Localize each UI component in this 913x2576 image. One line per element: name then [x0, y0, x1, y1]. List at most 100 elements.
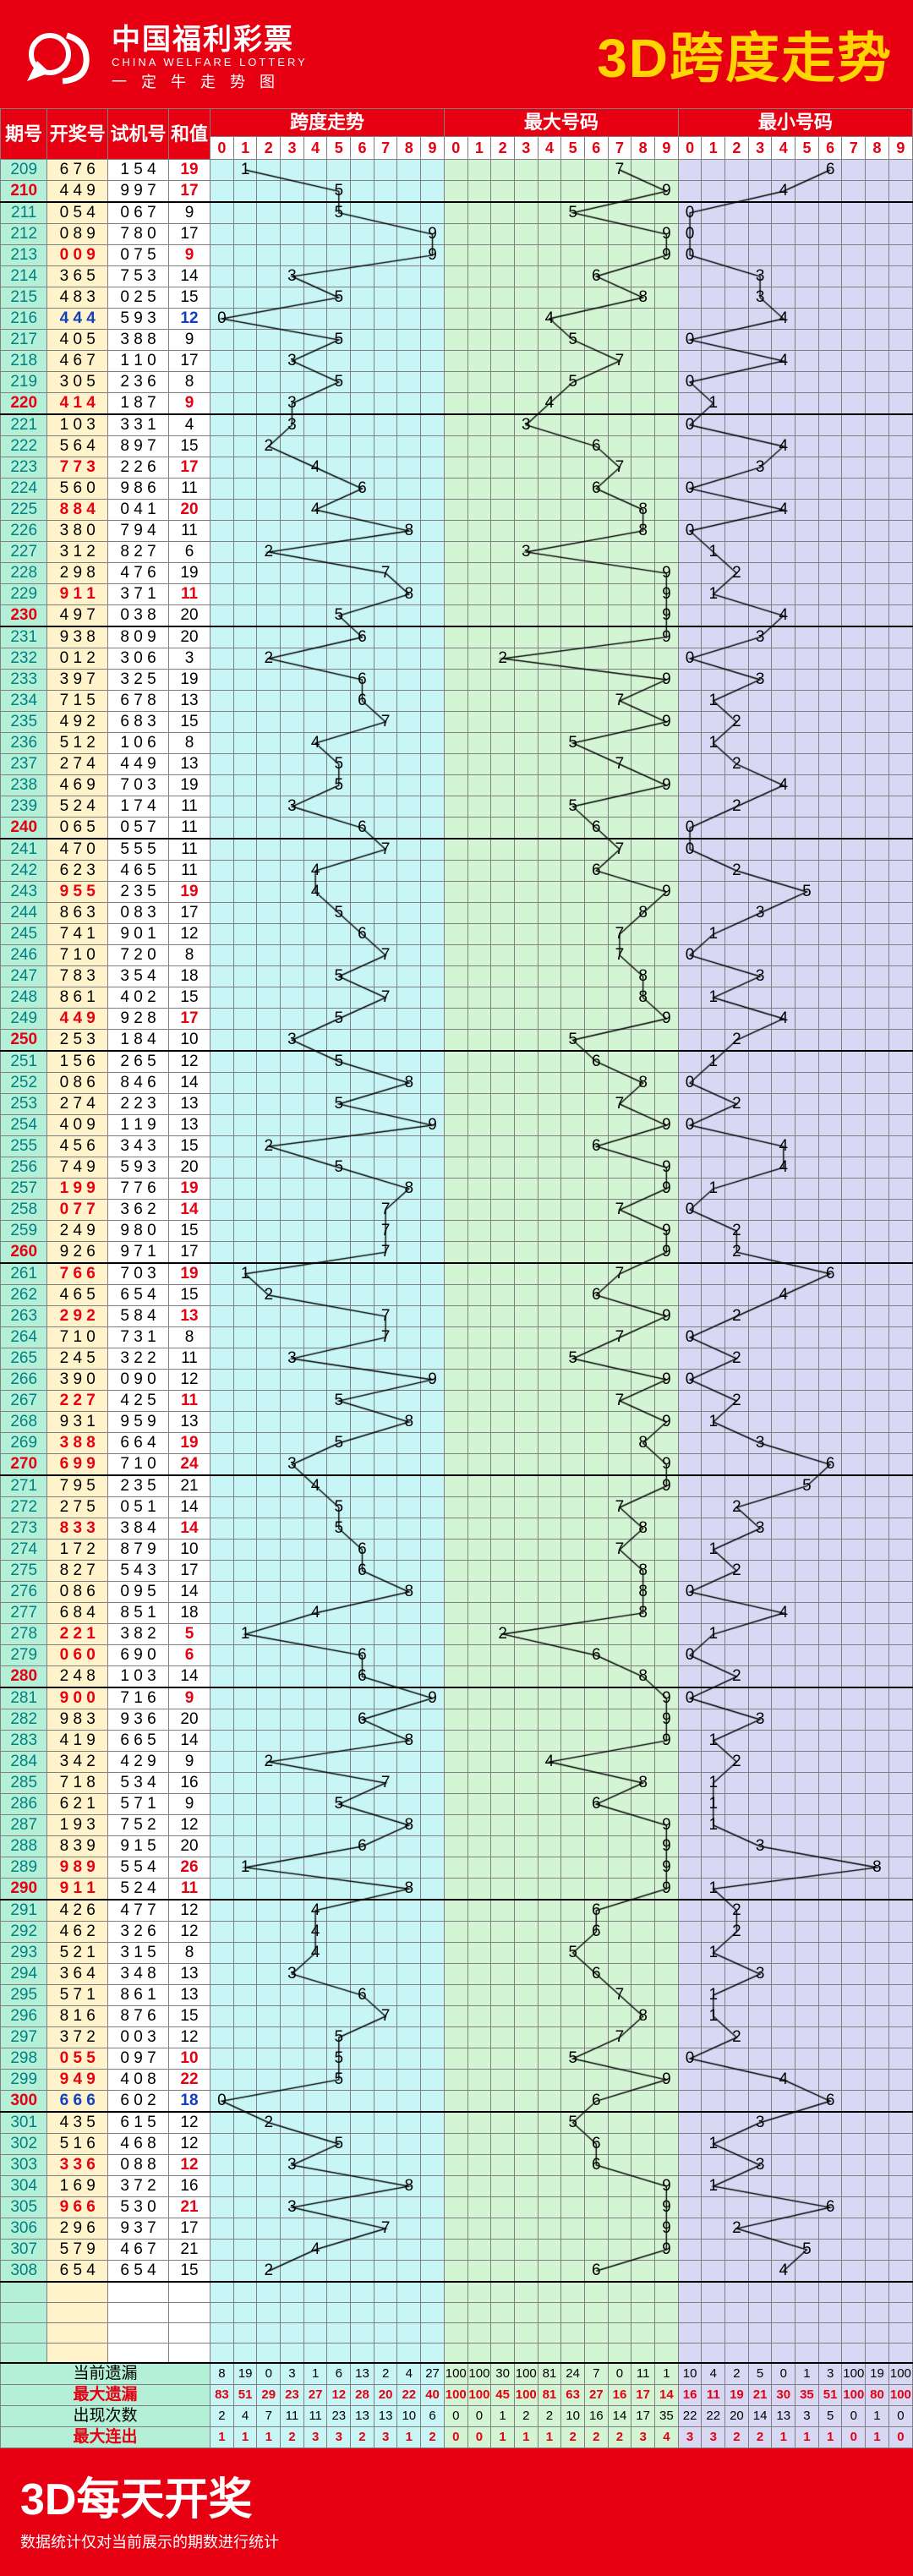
min-cell [818, 1582, 842, 1603]
kd-cell: 5 [327, 1433, 351, 1454]
kd-cell [374, 1263, 397, 1285]
max-cell: 9 [654, 2240, 678, 2261]
min-cell [702, 2048, 725, 2070]
min-cell [772, 2112, 795, 2134]
max-cell [467, 245, 491, 266]
kd-cell [421, 2218, 445, 2240]
kd-cell [281, 1836, 304, 1857]
min-cell [725, 1540, 749, 1561]
min-cell [818, 1518, 842, 1540]
min-cell [795, 1964, 819, 1985]
max-cell [584, 903, 608, 924]
max-cell [491, 1964, 515, 1985]
max-cell [538, 1879, 561, 1901]
kd-cell [233, 1327, 257, 1348]
max-cell [654, 796, 678, 818]
kd-cell [351, 796, 374, 818]
kd-cell [351, 2091, 374, 2113]
min-cell [748, 309, 772, 330]
kd-cell [327, 2176, 351, 2197]
max-cell [538, 882, 561, 903]
max-cell [491, 542, 515, 563]
min-cell [748, 2218, 772, 2240]
min-cell [842, 1540, 866, 1561]
kd-cell: 6 [351, 818, 374, 840]
min-cell [818, 1922, 842, 1943]
max-cell [444, 2261, 467, 2283]
kd-cell [233, 1794, 257, 1815]
max-cell [631, 924, 655, 945]
max-cell [491, 1454, 515, 1476]
min-cell [888, 1327, 912, 1348]
max-cell [514, 1815, 538, 1836]
kd-cell [421, 1157, 445, 1179]
kd-cell [397, 966, 421, 987]
kd-cell [257, 775, 281, 796]
max-cell: 9 [654, 563, 678, 584]
max-cell [444, 1200, 467, 1221]
kd-cell [281, 945, 304, 966]
kd-cell [421, 563, 445, 584]
kd-cell [421, 1200, 445, 1221]
min-cell [818, 1242, 842, 1264]
kd-cell [303, 670, 327, 691]
data-row: 2758 2 75 4 317682 [1, 1561, 913, 1582]
min-cell: 2 [725, 563, 749, 584]
min-cell [866, 202, 889, 224]
kd-cell [327, 1752, 351, 1773]
kd-cell [327, 1073, 351, 1094]
kd-cell [233, 1412, 257, 1433]
kd-cell [303, 563, 327, 584]
kd-cell [303, 542, 327, 563]
max-cell [561, 626, 585, 648]
digit-header: 7 [608, 137, 631, 160]
kd-cell [303, 1433, 327, 1454]
min-cell [678, 903, 702, 924]
data-row: 2193 0 52 3 68550 [1, 372, 913, 393]
max-cell [491, 2218, 515, 2240]
min-cell [725, 500, 749, 521]
kd-cell [351, 1773, 374, 1794]
max-cell [561, 1157, 585, 1179]
kd-cell [233, 796, 257, 818]
kd-cell [327, 1666, 351, 1688]
kd-cell [327, 1540, 351, 1561]
min-cell [702, 500, 725, 521]
min-cell [888, 1687, 912, 1709]
max-cell [608, 2048, 631, 2070]
max-cell [654, 1263, 678, 1285]
kd-cell [374, 1136, 397, 1157]
max-cell [654, 966, 678, 987]
max-cell [514, 1624, 538, 1645]
max-cell [584, 563, 608, 584]
max-cell: 6 [584, 1922, 608, 1943]
min-cell [678, 1433, 702, 1454]
min-cell: 0 [678, 1645, 702, 1666]
min-cell [842, 500, 866, 521]
max-cell [444, 2218, 467, 2240]
data-row: 2282 9 84 7 619792 [1, 563, 913, 584]
kd-cell [281, 500, 304, 521]
kd-cell: 6 [351, 1836, 374, 1857]
max-cell [491, 775, 515, 796]
kd-cell [303, 945, 327, 966]
kd-cell [374, 202, 397, 224]
kd-cell [281, 903, 304, 924]
min-cell [866, 500, 889, 521]
min-cell [702, 626, 725, 648]
min-cell [748, 1603, 772, 1624]
max-cell [654, 648, 678, 670]
kd-cell: 8 [397, 1731, 421, 1752]
kd-cell [257, 818, 281, 840]
max-cell [491, 372, 515, 393]
kd-cell [303, 2176, 327, 2197]
max-cell [467, 733, 491, 754]
min-cell [842, 1836, 866, 1857]
kd-cell [397, 393, 421, 415]
min-cell [678, 987, 702, 1009]
kd-cell [257, 521, 281, 542]
kd-cell [327, 1922, 351, 1943]
min-cell: 2 [725, 1666, 749, 1688]
kd-cell [351, 1454, 374, 1476]
min-cell [772, 839, 795, 861]
